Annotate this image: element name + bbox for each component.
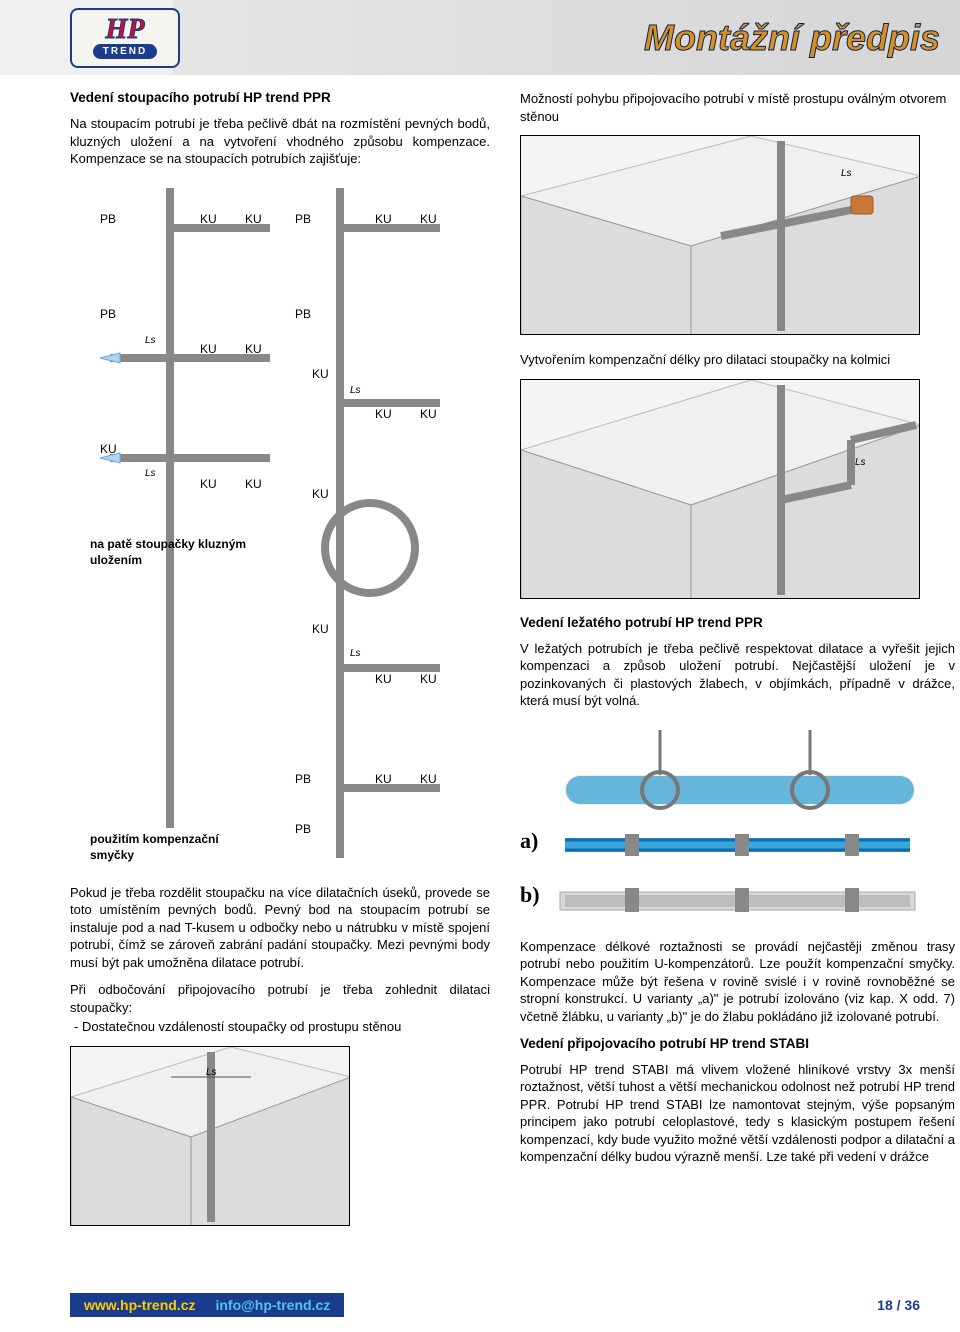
content-area: Vedení stoupacího potrubí HP trend PPR N…: [0, 75, 960, 1242]
logo-hp-trend: HP TREND: [70, 8, 180, 68]
svg-text:KU: KU: [245, 212, 262, 226]
svg-text:KU: KU: [312, 367, 329, 381]
svg-text:Ls: Ls: [206, 1067, 217, 1078]
svg-text:KU: KU: [245, 477, 262, 491]
svg-text:použitím kompenzační: použitím kompenzační smyčky: [90, 832, 222, 862]
para-horizontal: V ležatých potrubích je třeba pečlivě re…: [520, 640, 955, 710]
svg-text:KU: KU: [312, 487, 329, 501]
variant-b-row: b): [520, 874, 955, 924]
footer-email: info@hp-trend.cz: [215, 1297, 330, 1313]
svg-text:KU: KU: [375, 212, 392, 226]
para-compensation-methods: Kompenzace délkové roztažnosti se provád…: [520, 938, 955, 1026]
diagram-clamp-hangers: [520, 720, 920, 820]
right-column: Možností pohybu připojovacího potrubí v …: [520, 90, 955, 1242]
svg-text:PB: PB: [295, 772, 311, 786]
header-title: Montážní předpis: [644, 17, 940, 59]
svg-text:KU: KU: [375, 407, 392, 421]
svg-text:Ls: Ls: [841, 168, 852, 179]
svg-text:Ls: Ls: [145, 335, 156, 346]
logo-text-hp: HP: [106, 17, 145, 42]
label-variant-b: b): [520, 882, 540, 908]
logo-text-trend: TREND: [93, 44, 157, 59]
variant-a-row: a): [520, 820, 955, 870]
para-stabi: Potrubí HP trend STABI má vlivem vložené…: [520, 1061, 955, 1166]
svg-text:PB: PB: [295, 307, 311, 321]
svg-text:PB: PB: [100, 307, 116, 321]
svg-text:KU: KU: [200, 212, 217, 226]
diagram-variant-a: [555, 820, 955, 870]
para-branch-intro: Při odbočování připojovacího potrubí je …: [70, 981, 490, 1016]
svg-text:PB: PB: [100, 212, 116, 226]
section-title-horizontal: Vedení ležatého potrubí HP trend PPR: [520, 615, 955, 630]
para-riser-intro: Na stoupacím potrubí je třeba pečlivě db…: [70, 115, 490, 168]
diagram-riser-schemes: PB KU KU PB Ls KU KU KU Ls KU KU: [70, 178, 470, 868]
footer-page-number: 18 / 36: [877, 1297, 920, 1313]
svg-text:PB: PB: [295, 822, 311, 836]
svg-text:Ls: Ls: [350, 385, 361, 396]
svg-text:KU: KU: [420, 407, 437, 421]
svg-text:KU: KU: [420, 672, 437, 686]
svg-text:KU: KU: [420, 772, 437, 786]
svg-text:KU: KU: [375, 772, 392, 786]
label-variant-a: a): [520, 828, 538, 854]
svg-text:KU: KU: [200, 342, 217, 356]
section-title-stabi: Vedení připojovacího potrubí HP trend ST…: [520, 1036, 955, 1051]
svg-text:Ls: Ls: [855, 457, 866, 468]
bullet-distance: - Dostatečnou vzdáleností stoupačky od p…: [70, 1018, 490, 1036]
svg-text:KU: KU: [200, 477, 217, 491]
svg-text:KU: KU: [100, 442, 117, 456]
diagram-wall-penetration-left: Ls: [70, 1046, 350, 1226]
svg-text:KU: KU: [375, 672, 392, 686]
footer-website: www.hp-trend.cz: [84, 1297, 195, 1313]
caption-perpendicular-comp: Vytvořením kompenzační délky pro dilatac…: [520, 351, 955, 369]
para-fixed-points: Pokud je třeba rozdělit stoupačku na víc…: [70, 884, 490, 972]
page-footer: www.hp-trend.cz info@hp-trend.cz 18 / 36: [70, 1293, 920, 1317]
svg-text:KU: KU: [420, 212, 437, 226]
svg-text:KU: KU: [245, 342, 262, 356]
svg-text:KU: KU: [312, 622, 329, 636]
svg-text:PB: PB: [295, 212, 311, 226]
section-title-riser: Vedení stoupacího potrubí HP trend PPR: [70, 90, 490, 105]
diagram-variant-b: [555, 874, 955, 924]
svg-text:Ls: Ls: [145, 468, 156, 479]
footer-bar: www.hp-trend.cz info@hp-trend.cz: [70, 1293, 344, 1317]
caption-oval-penetration: Možností pohybu připojovacího potrubí v …: [520, 90, 955, 125]
left-column: Vedení stoupacího potrubí HP trend PPR N…: [70, 90, 490, 1242]
page-header: HP TREND Montážní předpis: [0, 0, 960, 75]
diagram-perpendicular-comp: Ls: [520, 379, 920, 599]
svg-text:Ls: Ls: [350, 648, 361, 659]
diagram-oval-penetration: Ls: [520, 135, 920, 335]
